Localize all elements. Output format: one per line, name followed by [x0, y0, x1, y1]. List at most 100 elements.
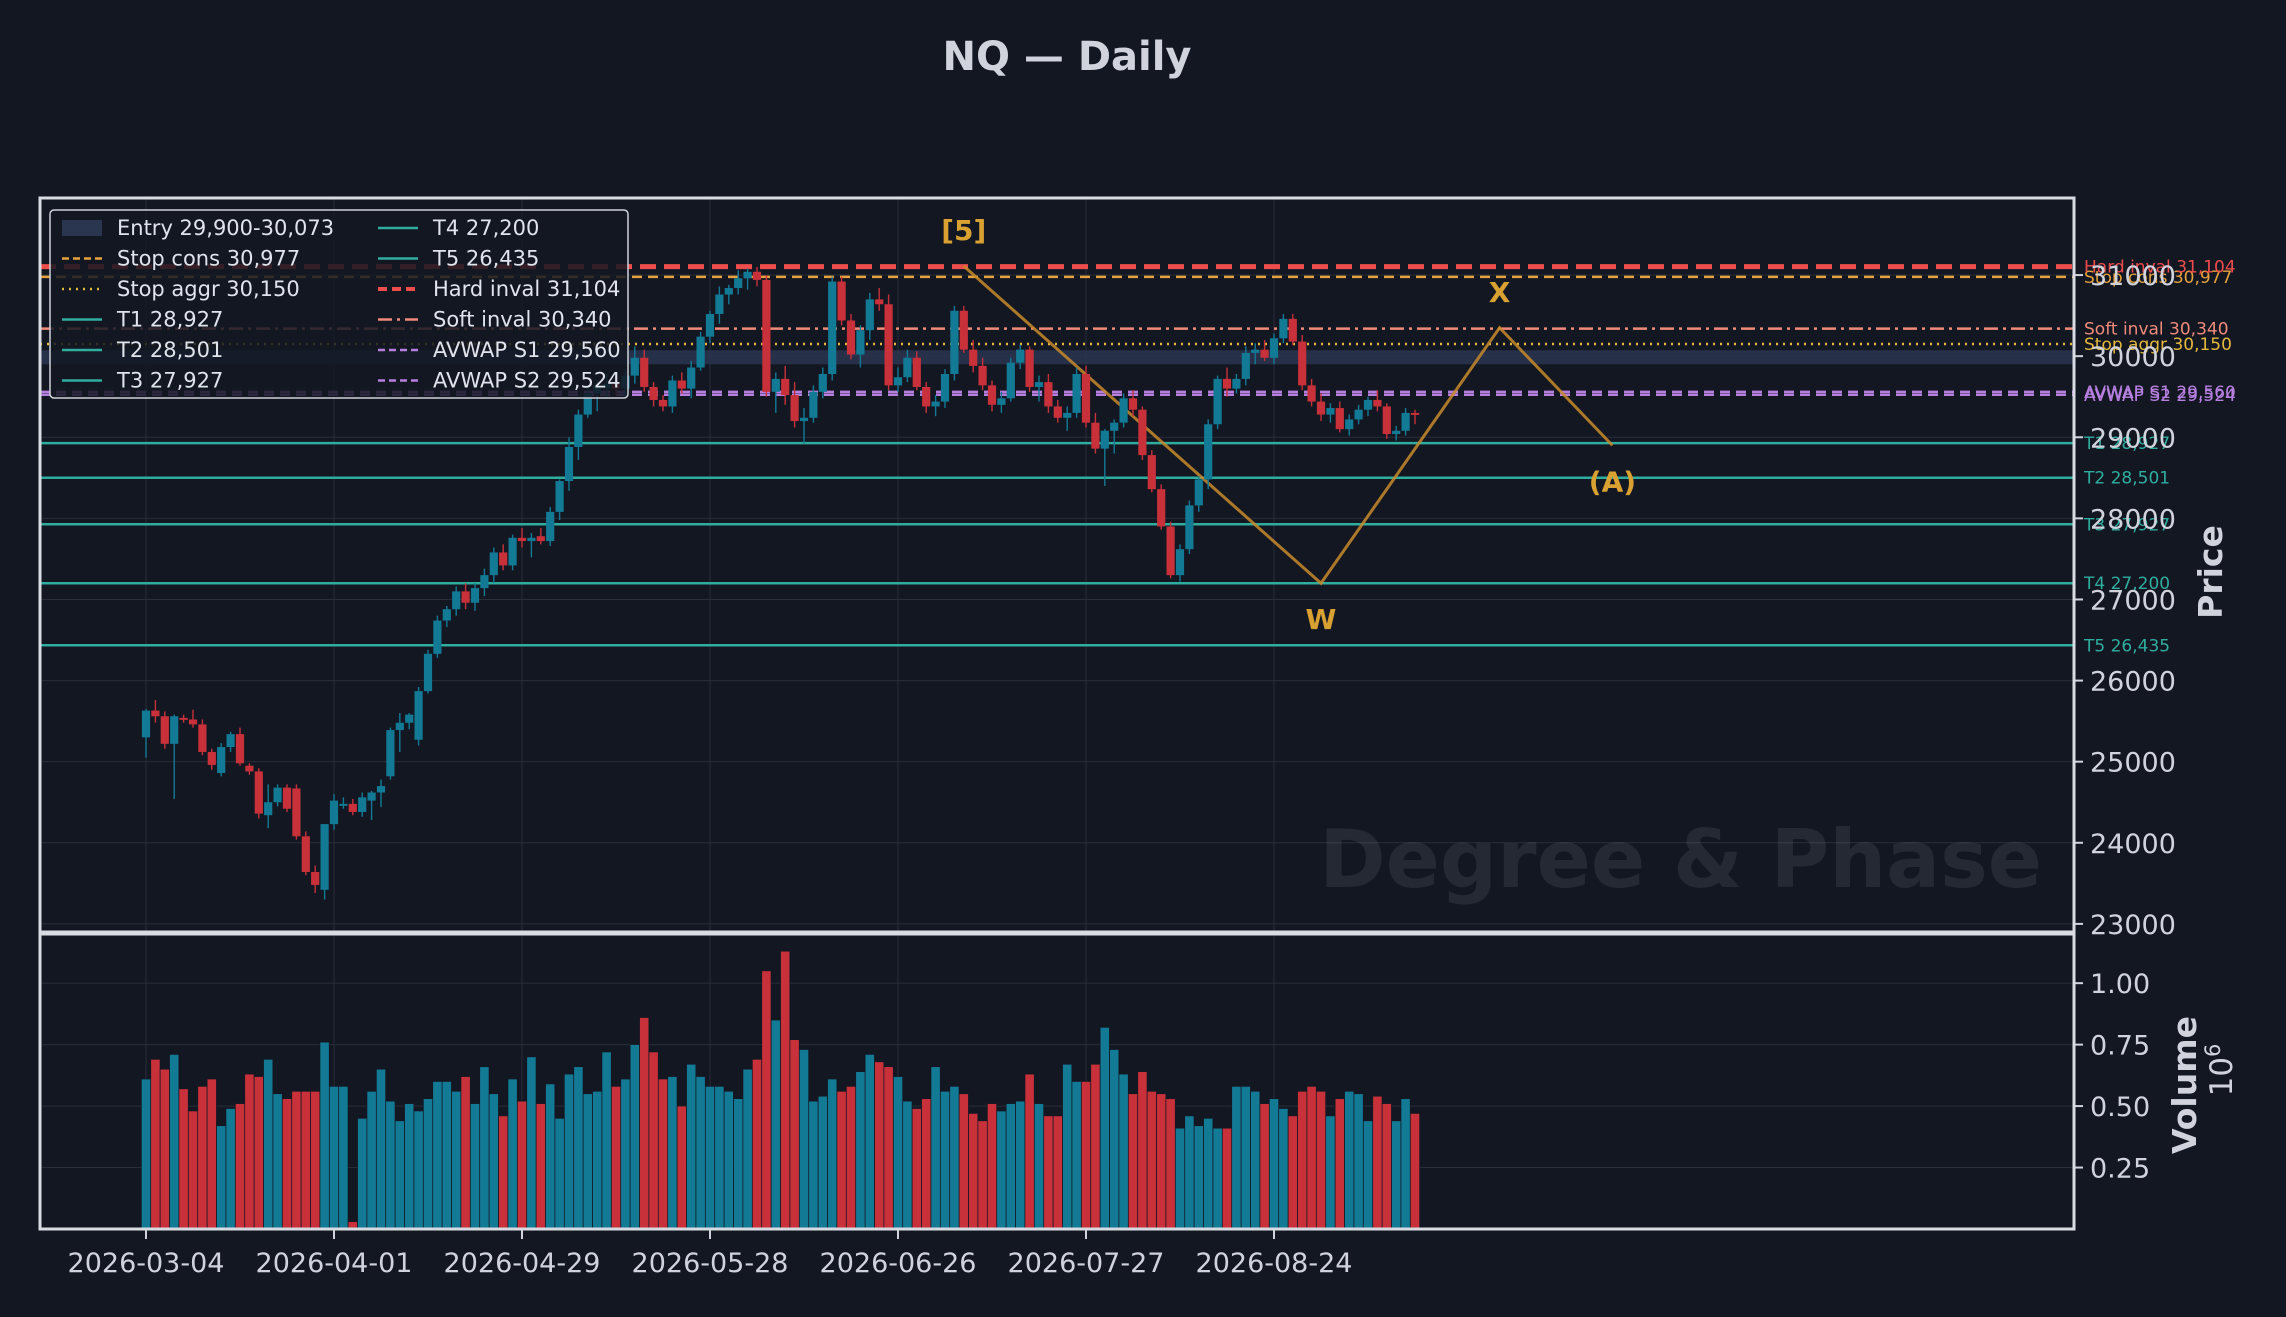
volume-bar	[1372, 1095, 1383, 1230]
candle-body	[931, 401, 940, 407]
volume-bar	[799, 1049, 809, 1230]
volume-bar	[1099, 1027, 1110, 1230]
price-tick-label: 30000	[2090, 342, 2176, 373]
candle-body	[245, 765, 254, 772]
candle-body	[743, 271, 752, 279]
level-label: Hard inval 31,104	[2084, 258, 2236, 278]
volume-bar	[639, 1017, 650, 1230]
volume-bar	[836, 1091, 847, 1230]
volume-bar	[592, 1091, 603, 1230]
legend-label: Entry 29,900-30,073	[117, 216, 334, 240]
candle-body	[1025, 349, 1034, 387]
legend-label: T1 28,927	[116, 308, 223, 332]
volume-bar	[300, 1091, 311, 1230]
candle-body	[856, 330, 865, 355]
volume-bar	[150, 1059, 161, 1230]
candle-body	[1316, 401, 1326, 415]
volume-bar	[761, 970, 772, 1230]
volume-bar	[1024, 1073, 1035, 1230]
level-label: Stop cons 30,977	[2084, 268, 2232, 288]
candle-body	[311, 871, 320, 885]
volume-bar	[601, 1051, 612, 1230]
candle-body	[1251, 349, 1260, 353]
wave-labels: [5] W X (A)	[941, 214, 1636, 636]
volume-bar	[507, 1078, 518, 1230]
volume-bar	[1156, 1093, 1167, 1230]
price-axis-ticks: 23000 24000 25000 26000 27000 28000 29000 30000…	[2074, 261, 2176, 941]
candle-body	[1100, 430, 1109, 449]
volume-bar	[958, 1093, 969, 1230]
volume-bar	[206, 1078, 217, 1230]
candle-body	[461, 591, 470, 603]
candle-body	[1288, 318, 1297, 342]
volume-bar	[705, 1086, 715, 1230]
volume-bar	[742, 1068, 753, 1230]
candle-body	[1401, 412, 1410, 431]
volume-bar	[780, 950, 791, 1230]
candle-body	[893, 377, 903, 386]
volume-bar	[1203, 1118, 1214, 1230]
volume-bar	[554, 1118, 565, 1230]
candle-body	[1081, 373, 1091, 423]
candle-body	[1091, 422, 1100, 449]
volume-bar	[498, 1115, 509, 1230]
volume-bar	[460, 1076, 471, 1230]
candle-body	[226, 734, 235, 748]
candle-body	[489, 552, 498, 576]
price-tick-label: 29000	[2090, 423, 2176, 454]
wave-label: X	[1489, 276, 1511, 309]
volume-panel: 0.25 0.50 0.75 1.00 Volume 106	[38, 932, 2240, 1231]
candle-body	[1128, 398, 1138, 410]
volume-bar	[883, 1066, 894, 1230]
candle-body	[762, 279, 771, 392]
level-labels: Stop cons 30,977 Stop aggr 30,150 T1 28,92…	[2083, 258, 2236, 657]
candles	[141, 266, 1420, 900]
candle-body	[207, 751, 216, 765]
candle-body	[1175, 549, 1185, 576]
volume-bar	[1353, 1093, 1364, 1230]
candle-body	[1307, 385, 1316, 402]
date-axis-ticks: 2026-03-04 2026-04-01 2026-04-29 2026-05-28…	[68, 1230, 1352, 1279]
volume-bar	[808, 1100, 819, 1230]
volume-bar	[1165, 1098, 1176, 1230]
candle-body	[997, 398, 1006, 405]
volume-bar	[1043, 1115, 1054, 1230]
price-tick-label: 28000	[2090, 504, 2176, 535]
volume-bar	[686, 1063, 697, 1230]
level-label: T5 26,435	[2083, 636, 2170, 656]
volume-tick-label: 0.25	[2090, 1154, 2150, 1185]
candle-body	[1194, 479, 1203, 506]
volume-bar	[1381, 1103, 1392, 1230]
candle-body	[151, 710, 160, 717]
volume-bar	[1175, 1127, 1185, 1230]
volume-bar	[1146, 1091, 1157, 1230]
candle-body	[555, 481, 564, 512]
volume-bar	[1287, 1115, 1298, 1230]
candle-body	[1326, 408, 1335, 415]
volume-bar	[620, 1078, 631, 1230]
candle-body	[1392, 430, 1401, 435]
level-label: AVWAP S2 29,524	[2084, 386, 2236, 406]
volume-bar	[526, 1056, 537, 1230]
candle-body	[1241, 352, 1250, 379]
volume-bar	[977, 1120, 988, 1230]
candle-body	[414, 691, 423, 740]
volume-bar	[282, 1098, 292, 1230]
candle-body	[217, 747, 226, 774]
candle-body	[809, 391, 818, 418]
volume-bar	[1109, 1049, 1120, 1230]
candle-body	[1213, 378, 1222, 425]
volume-axis-label: Volume	[2165, 1016, 2204, 1154]
volume-bar	[1034, 1103, 1044, 1230]
candle-body	[508, 537, 517, 566]
volume-bar	[1071, 1081, 1082, 1230]
price-tick-label: 27000	[2090, 585, 2176, 616]
legend-swatch	[62, 220, 102, 236]
candle-body	[198, 724, 207, 752]
volume-bar	[940, 1091, 950, 1230]
candle-body	[696, 336, 705, 368]
volume-bar	[648, 1051, 659, 1230]
price-panel-frame	[38, 196, 2076, 934]
candle-body	[922, 386, 931, 407]
volume-bar	[573, 1066, 584, 1230]
